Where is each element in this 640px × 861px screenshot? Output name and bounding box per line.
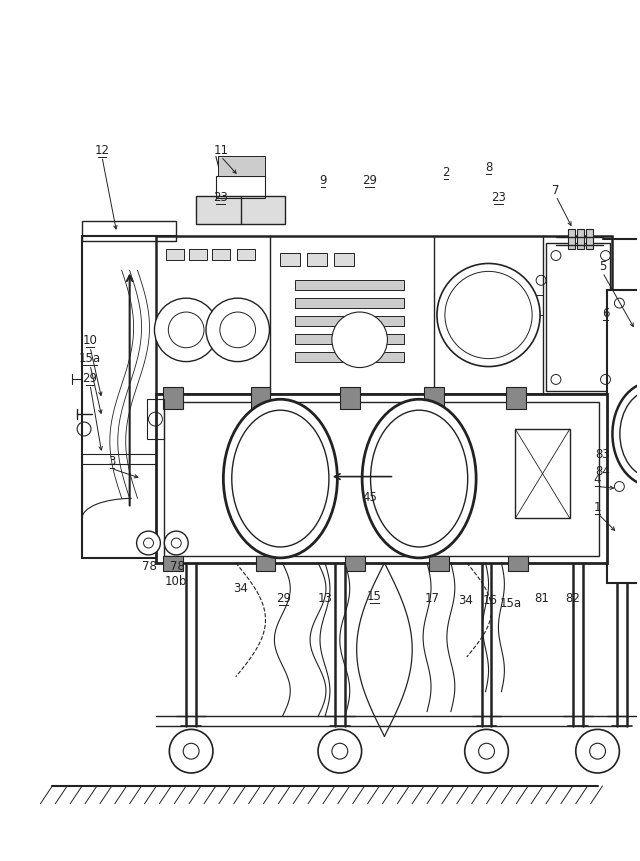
Ellipse shape — [362, 400, 476, 558]
Circle shape — [170, 729, 213, 773]
Text: 12: 12 — [95, 144, 109, 157]
Bar — [295, 317, 404, 326]
Text: 81: 81 — [534, 592, 550, 604]
Bar — [586, 230, 593, 250]
Bar — [196, 197, 285, 225]
Text: 34: 34 — [458, 593, 473, 606]
Bar — [147, 400, 164, 439]
Bar — [616, 325, 622, 345]
Text: 9: 9 — [319, 174, 327, 187]
Text: 15a: 15a — [79, 352, 101, 365]
Bar — [163, 556, 183, 571]
Bar — [334, 253, 354, 267]
Bar — [307, 253, 327, 267]
Circle shape — [332, 313, 387, 369]
Circle shape — [164, 531, 188, 555]
Bar — [424, 388, 444, 410]
Text: 15: 15 — [367, 590, 382, 603]
Circle shape — [154, 299, 218, 362]
Text: 3: 3 — [108, 455, 115, 468]
Text: 4: 4 — [594, 473, 602, 486]
Bar — [528, 296, 543, 316]
Bar — [163, 388, 183, 410]
Bar — [506, 388, 526, 410]
Text: 84: 84 — [595, 465, 610, 478]
Text: 29: 29 — [83, 372, 97, 385]
Bar — [295, 281, 404, 291]
Bar — [164, 403, 598, 556]
Text: 29: 29 — [362, 174, 377, 187]
Text: 23: 23 — [491, 190, 506, 203]
Text: 7: 7 — [552, 183, 560, 196]
Text: 82: 82 — [565, 592, 580, 604]
Text: 10b: 10b — [165, 574, 188, 587]
Text: 6: 6 — [602, 307, 609, 319]
Bar — [340, 388, 360, 410]
Bar — [295, 352, 404, 362]
Bar — [237, 250, 255, 261]
Text: 45: 45 — [362, 491, 377, 504]
Bar — [82, 237, 176, 558]
Bar — [295, 334, 404, 344]
Bar — [156, 395, 607, 563]
Circle shape — [576, 729, 620, 773]
Circle shape — [136, 531, 161, 555]
Text: 78: 78 — [170, 560, 185, 573]
Bar — [577, 230, 584, 250]
Bar — [633, 325, 640, 345]
Circle shape — [183, 743, 199, 759]
Text: 23: 23 — [213, 190, 228, 203]
Bar — [429, 556, 449, 571]
Bar — [82, 221, 176, 241]
Circle shape — [168, 313, 204, 349]
Text: 34: 34 — [233, 581, 248, 594]
Text: 2: 2 — [442, 165, 450, 178]
Circle shape — [445, 272, 532, 359]
Bar — [212, 250, 230, 261]
Bar — [251, 388, 271, 410]
Bar — [515, 430, 570, 518]
Bar — [280, 253, 300, 267]
Ellipse shape — [612, 382, 640, 486]
Bar — [568, 230, 575, 250]
Text: 16: 16 — [483, 593, 498, 606]
Text: 17: 17 — [424, 592, 440, 604]
Ellipse shape — [620, 391, 640, 478]
Bar — [216, 177, 266, 199]
Bar — [189, 250, 207, 261]
Bar — [295, 299, 404, 309]
Bar — [218, 158, 266, 177]
Text: 11: 11 — [213, 144, 228, 157]
Bar — [607, 291, 640, 583]
Circle shape — [318, 729, 362, 773]
Text: 1: 1 — [594, 500, 602, 513]
Bar — [345, 556, 365, 571]
Circle shape — [206, 299, 269, 362]
Bar — [625, 325, 631, 345]
Bar — [166, 250, 184, 261]
Circle shape — [332, 743, 348, 759]
Bar — [156, 237, 612, 395]
Bar — [255, 556, 275, 571]
Circle shape — [220, 313, 255, 349]
Circle shape — [589, 743, 605, 759]
Ellipse shape — [232, 411, 329, 548]
Bar — [508, 556, 528, 571]
Text: 10: 10 — [83, 334, 97, 347]
Text: 15a: 15a — [499, 597, 522, 610]
Bar — [546, 244, 611, 392]
Text: 5: 5 — [599, 260, 606, 273]
Ellipse shape — [223, 400, 337, 558]
Circle shape — [437, 264, 540, 367]
Circle shape — [479, 743, 495, 759]
Circle shape — [465, 729, 508, 773]
Text: 13: 13 — [317, 592, 332, 604]
Text: 83: 83 — [595, 448, 610, 461]
Ellipse shape — [371, 411, 468, 548]
Text: 29: 29 — [276, 592, 291, 604]
Text: 8: 8 — [485, 161, 492, 174]
Text: 78: 78 — [142, 560, 157, 573]
